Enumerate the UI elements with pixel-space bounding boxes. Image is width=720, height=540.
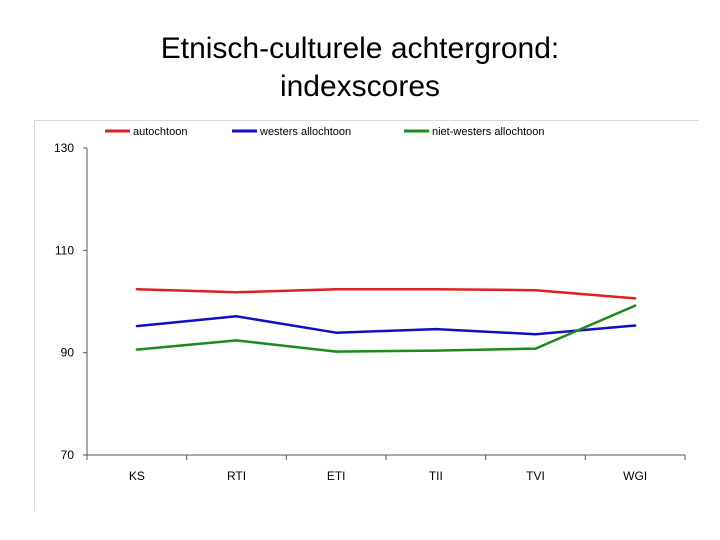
- x-tick-label: KS: [129, 469, 145, 483]
- series-2-point: [633, 324, 637, 327]
- y-tick-label: 70: [61, 448, 75, 462]
- series-line-1: [136, 287, 636, 300]
- series-1-point: [434, 288, 438, 291]
- series-3-point: [334, 350, 338, 353]
- series-2-point: [135, 324, 139, 328]
- legend-label-3: niet-westers allochtoon: [432, 126, 545, 138]
- x-axis: KS RTI ETI TII TVI WGI: [86, 454, 686, 483]
- series-1-point: [235, 291, 238, 294]
- y-axis: 130 110 90 70: [54, 141, 88, 462]
- x-tick-label: WGI: [623, 469, 647, 483]
- series-2-point: [534, 333, 537, 336]
- y-tick-label: 130: [54, 141, 74, 155]
- series-2-point: [334, 331, 338, 334]
- x-tick-label: ETI: [327, 469, 346, 483]
- series-3-point: [434, 349, 438, 352]
- legend-label-1: autochtoon: [133, 126, 187, 138]
- series-line-3: [136, 304, 636, 353]
- series-3-point: [235, 339, 238, 342]
- x-tick-label: TII: [429, 469, 443, 483]
- series-1-point: [334, 288, 338, 291]
- x-tick-label: TVI: [526, 469, 545, 483]
- series-1-point: [135, 288, 139, 291]
- x-tick-label: RTI: [227, 469, 246, 483]
- y-tick-label: 90: [61, 346, 75, 360]
- series-2-point: [235, 315, 238, 318]
- series-2-point: [434, 327, 438, 331]
- series-3-point: [135, 348, 139, 351]
- series-3-point: [633, 304, 637, 307]
- chart-frame: [34, 120, 699, 511]
- series-line-2: [136, 315, 636, 336]
- series-3-point: [534, 347, 537, 350]
- series-1-point: [534, 289, 537, 292]
- y-tick-label: 110: [55, 243, 74, 257]
- chart-title: Etnisch-culturele achtergrond: indexscor…: [80, 30, 640, 106]
- series-lines: [135, 287, 637, 353]
- legend: autochtoon westers allochtoon niet-westers…: [105, 126, 545, 138]
- series-1-point: [633, 297, 637, 300]
- legend-label-2: westers allochtoon: [259, 126, 351, 138]
- title-line-2: indexscores: [279, 70, 441, 103]
- title-line-1: Etnisch-culturele achtergrond:: [160, 32, 560, 65]
